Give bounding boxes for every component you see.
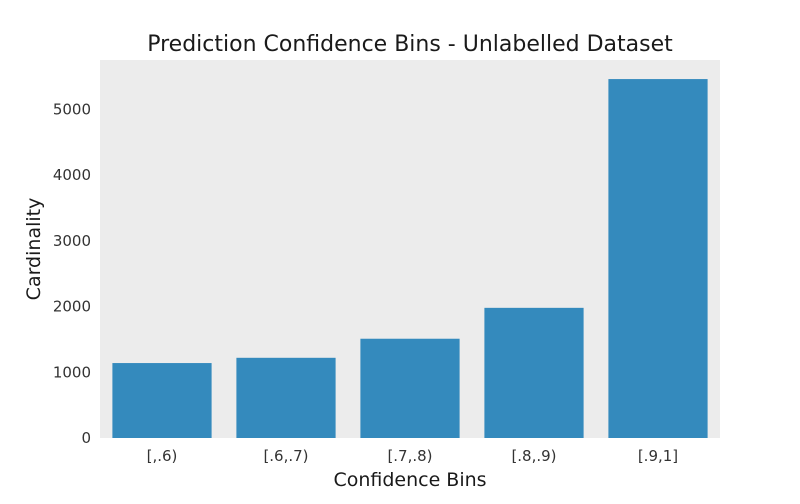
bars-group (112, 79, 708, 439)
y-axis-label: Cardinality (23, 198, 45, 301)
x-tick-label: [.8,.9) (511, 447, 556, 465)
x-tick-labels: [,.6) [.6,.7) [.7,.8) [.8,.9) [.9,1] (147, 447, 679, 465)
chart-title: Prediction Confidence Bins - Unlabelled … (147, 32, 673, 57)
bar-2 (360, 338, 460, 438)
x-axis-label: Confidence Bins (333, 469, 486, 491)
y-tick-label: 0 (81, 429, 91, 447)
x-tick-label: [.7,.8) (387, 447, 432, 465)
y-tick-labels: 0 1000 2000 3000 4000 5000 (53, 100, 91, 447)
bar-1 (236, 357, 336, 438)
x-tick-label: [,.6) (147, 447, 178, 465)
y-tick-label: 5000 (53, 100, 91, 118)
x-tick-label: [.9,1] (638, 447, 678, 465)
y-tick-label: 3000 (53, 232, 91, 250)
bar-0 (112, 363, 212, 438)
y-tick-label: 4000 (53, 166, 91, 184)
bar-4 (608, 79, 708, 439)
y-tick-label: 1000 (53, 363, 91, 381)
y-tick-label: 2000 (53, 298, 91, 316)
bar-3 (484, 307, 584, 438)
x-tick-label: [.6,.7) (263, 447, 308, 465)
